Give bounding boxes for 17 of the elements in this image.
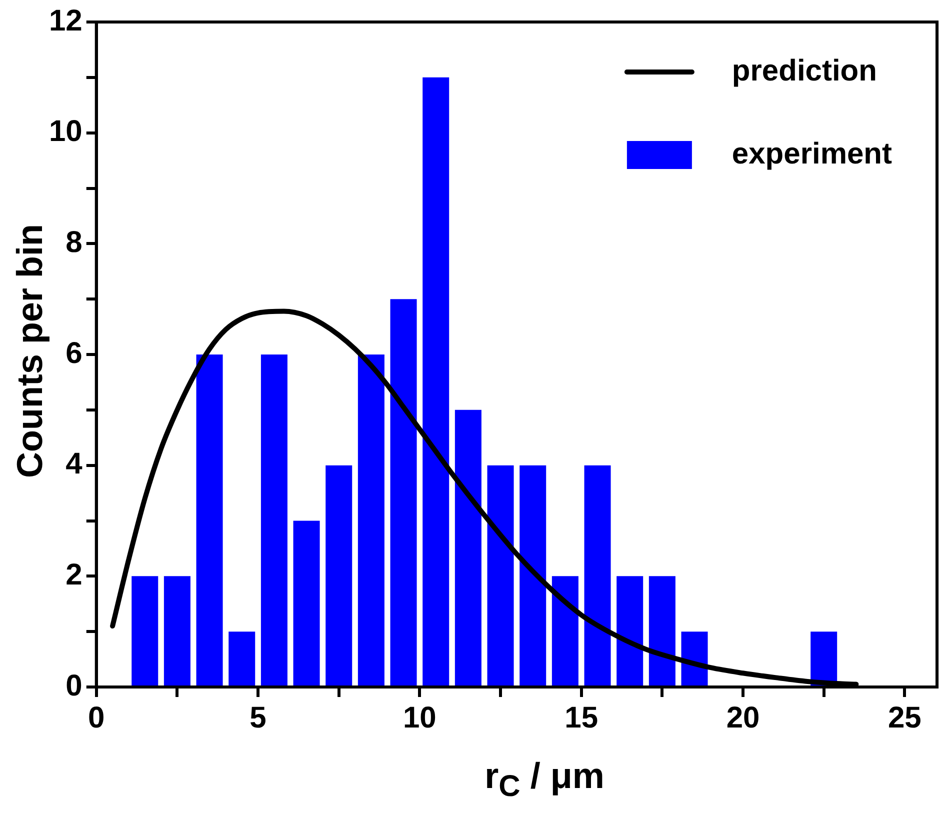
x-tick-label: 0 xyxy=(88,701,105,734)
y-axis-title: Counts per bin xyxy=(9,224,50,478)
y-tick-label: 0 xyxy=(66,669,82,702)
y-tick-label: 6 xyxy=(66,336,82,370)
x-tick-label: 20 xyxy=(726,701,760,734)
y-tick-label: 2 xyxy=(66,558,82,592)
legend-label: experiment xyxy=(732,137,892,170)
x-tick-label: 25 xyxy=(888,701,922,734)
y-tick-label: 12 xyxy=(48,4,82,38)
x-tick-label: 15 xyxy=(564,701,598,734)
x-tick-label: 10 xyxy=(403,701,436,734)
y-tick-label: 4 xyxy=(66,448,83,481)
x-axis-title: r$_{C}$ / μm xyxy=(484,755,606,804)
y-tick-label: 8 xyxy=(66,226,82,259)
x-tick-label: 5 xyxy=(250,701,266,734)
y-tick-label: 10 xyxy=(48,115,82,148)
legend-label: prediction xyxy=(732,54,877,88)
